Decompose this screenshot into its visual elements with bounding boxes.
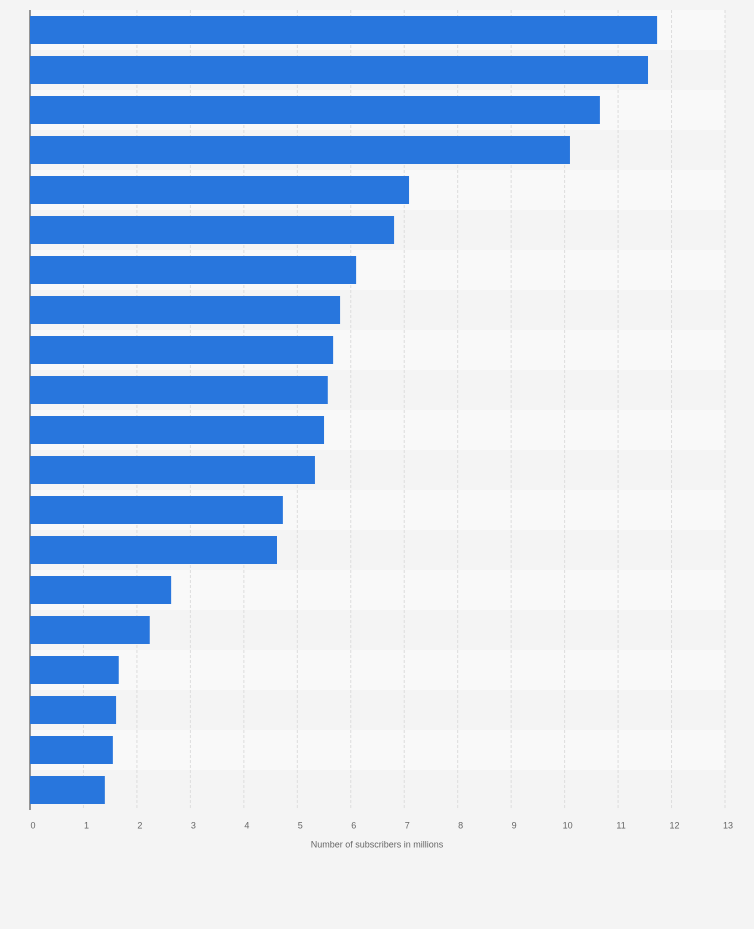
bar (30, 696, 117, 724)
bar (30, 496, 283, 524)
bar (30, 176, 410, 204)
x-tick-label: 0 (30, 820, 35, 830)
x-tick-label: 13 (723, 820, 733, 830)
x-tick-label: 5 (298, 820, 303, 830)
row-band (30, 770, 725, 810)
bar (30, 336, 334, 364)
x-tick-label: 2 (137, 820, 142, 830)
bar (30, 616, 150, 644)
bar (30, 296, 341, 324)
x-tick-label: 6 (351, 820, 356, 830)
bar (30, 536, 277, 564)
x-tick-label: 3 (191, 820, 196, 830)
bar (30, 576, 172, 604)
x-tick-label: 12 (670, 820, 680, 830)
bar (30, 776, 105, 804)
bar (30, 256, 357, 284)
row-band (30, 690, 725, 730)
bar (30, 16, 658, 44)
bar (30, 416, 325, 444)
x-tick-label: 8 (458, 820, 463, 830)
bar (30, 736, 113, 764)
x-tick-label: 7 (405, 820, 410, 830)
bar (30, 456, 315, 484)
x-tick-label: 11 (616, 820, 625, 830)
x-tick-label: 10 (563, 820, 573, 830)
bar (30, 656, 119, 684)
x-tick-label: 4 (244, 820, 249, 830)
bar (30, 216, 395, 244)
bar (30, 96, 600, 124)
x-tick-label: 1 (84, 820, 89, 830)
x-axis-label: Number of subscribers in millions (311, 839, 444, 849)
bar (30, 136, 570, 164)
x-tick-label: 9 (512, 820, 517, 830)
bar (30, 376, 328, 404)
bar (30, 56, 649, 84)
